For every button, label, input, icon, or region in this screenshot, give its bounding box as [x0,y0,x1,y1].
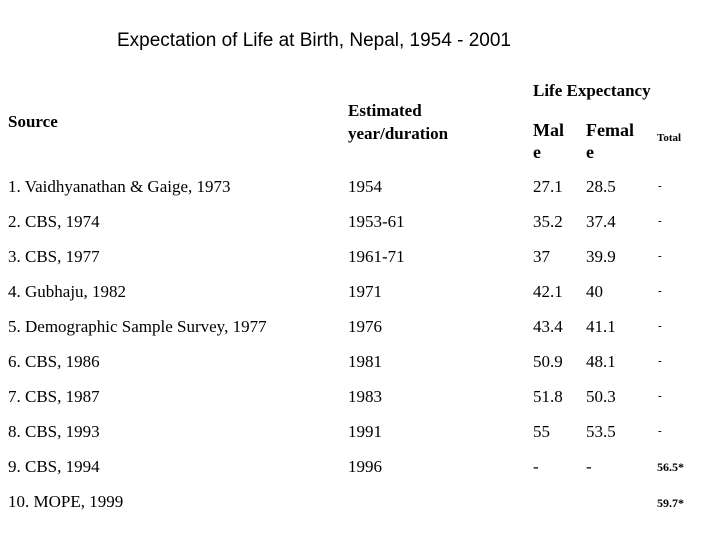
header-source: Source [8,112,58,131]
row-9-female: - [586,457,592,476]
row-7-source: 7. CBS, 1987 [8,387,100,406]
row-4-female: 40 [586,282,603,301]
row-5-year: 1976 [348,317,382,336]
row-2-year: 1953-61 [348,212,405,231]
page-title: Expectation of Life at Birth, Nepal, 195… [117,30,511,51]
row-3-male: 37 [533,247,550,266]
row-3-year: 1961-71 [348,247,405,266]
row-4-male: 42.1 [533,282,563,301]
row-5-source: 5. Demographic Sample Survey, 1977 [8,317,267,336]
row-6-total: - [658,355,662,367]
row-1-year: 1954 [348,177,382,196]
row-7-female: 50.3 [586,387,616,406]
row-7-year: 1983 [348,387,382,406]
row-6-female: 48.1 [586,352,616,371]
row-1-total: - [658,180,662,192]
row-4-year: 1971 [348,282,382,301]
header-female-line1: Femal [586,120,634,140]
row-1-male: 27.1 [533,177,563,196]
row-9-male: - [533,457,539,476]
header-total: Total [657,132,682,144]
row-2-male: 35.2 [533,212,563,231]
header-life-expectancy: Life Expectancy [533,81,651,100]
row-8-source: 8. CBS, 1993 [8,422,100,441]
row-2-total: - [658,215,662,227]
row-9-source: 9. CBS, 1994 [8,457,100,476]
row-5-male: 43.4 [533,317,563,336]
row-6-year: 1981 [348,352,382,371]
row-9-total: 56.5* [657,460,684,474]
row-9-year: 1996 [348,457,382,476]
header-female-line2: e [586,142,594,162]
row-2-female: 37.4 [586,212,616,231]
row-10-total: 59.7* [657,496,684,510]
row-10-source: 10. MOPE, 1999 [8,492,124,511]
row-8-female: 53.5 [586,422,616,441]
row-5-female: 41.1 [586,317,616,336]
header-male-line2: e [533,142,541,162]
row-6-source: 6. CBS, 1986 [8,352,100,371]
header-estimated-line2: year/duration [348,124,449,143]
row-1-female: 28.5 [586,177,616,196]
row-4-total: - [658,285,662,297]
row-3-female: 39.9 [586,247,616,266]
header-male-line1: Mal [533,120,564,140]
header-estimated-line1: Estimated [348,101,422,120]
row-1-source: 1. Vaidhyanathan & Gaige, 1973 [8,177,231,196]
row-6-male: 50.9 [533,352,563,371]
row-3-total: - [658,250,662,262]
row-4-source: 4. Gubhaju, 1982 [8,282,127,301]
row-8-male: 55 [533,422,550,441]
row-3-source: 3. CBS, 1977 [8,247,100,266]
row-2-source: 2. CBS, 1974 [8,212,100,231]
row-8-total: - [658,425,662,437]
row-8-year: 1991 [348,422,382,441]
row-7-male: 51.8 [533,387,563,406]
row-5-total: - [658,320,662,332]
row-7-total: - [658,390,662,402]
